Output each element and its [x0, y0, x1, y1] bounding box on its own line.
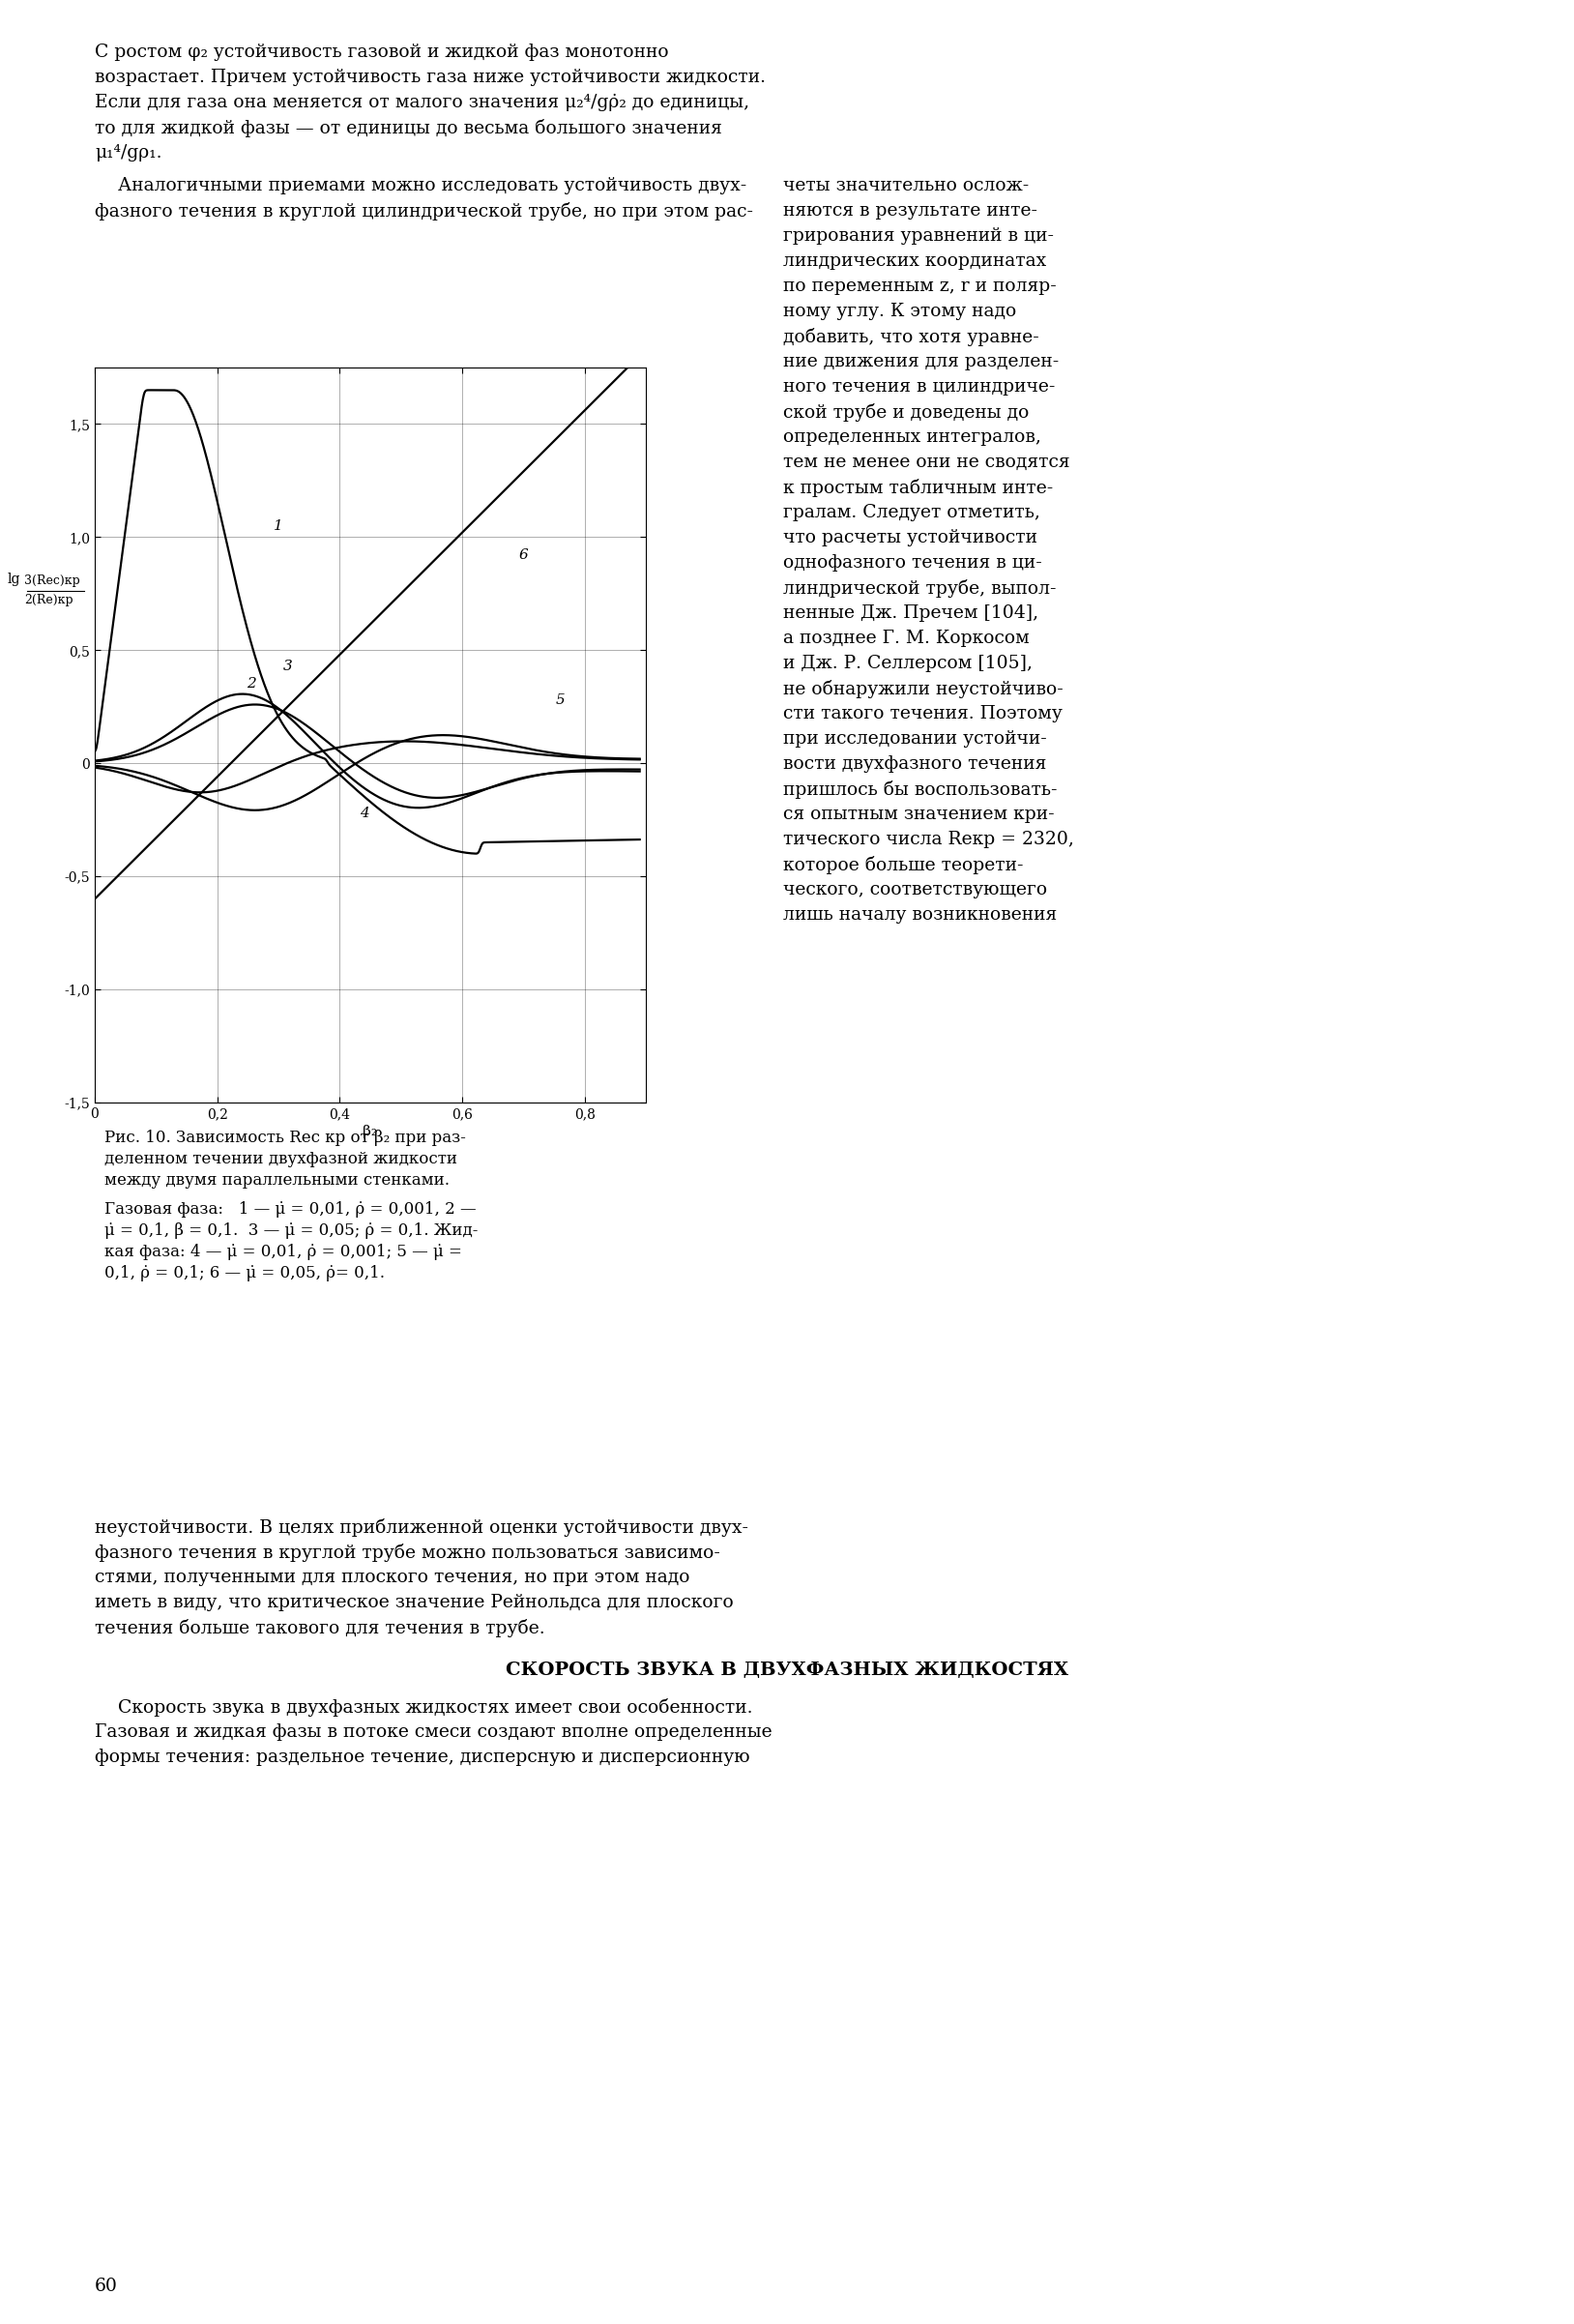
Text: не обнаружили неустойчиво-: не обнаружили неустойчиво-: [784, 681, 1064, 697]
Text: ской трубе и доведены до: ской трубе и доведены до: [784, 404, 1029, 421]
Text: няются в результате инте-: няются в результате инте-: [784, 202, 1037, 218]
Text: μ̇ = 0,1, β = 0,1.  3 — μ̇ = 0,05; ρ̇ = 0,1. Жид-: μ̇ = 0,1, β = 0,1. 3 — μ̇ = 0,05; ρ̇ = 0…: [104, 1222, 478, 1239]
Text: Если для газа она меняется от малого значения μ₂⁴/gρ̇₂ до единицы,: Если для газа она меняется от малого зна…: [94, 93, 749, 112]
Text: ному углу. К этому надо: ному углу. К этому надо: [784, 302, 1017, 321]
Text: С ростом φ₂ устойчивость газовой и жидкой фаз монотонно: С ростом φ₂ устойчивость газовой и жидко…: [94, 44, 669, 60]
Text: 2(Re)кр: 2(Re)кр: [24, 595, 72, 607]
Text: линдрической трубе, выпол-: линдрической трубе, выпол-: [784, 579, 1056, 597]
Text: гралам. Следует отметить,: гралам. Следует отметить,: [784, 504, 1040, 521]
Text: 2: 2: [246, 676, 255, 690]
Text: добавить, что хотя уравне-: добавить, что хотя уравне-: [784, 328, 1039, 346]
Text: 3(Reс)кр: 3(Reс)кр: [24, 574, 80, 588]
Text: и Дж. Р. Селлерсом [105],: и Дж. Р. Селлерсом [105],: [784, 655, 1033, 672]
Text: грирования уравнений в ци-: грирования уравнений в ци-: [784, 228, 1055, 244]
Text: тем не менее они не сводятся: тем не менее они не сводятся: [784, 453, 1070, 472]
Text: Газовая фаза:   1 — μ̇ = 0,01, ρ̇ = 0,001, 2 —: Газовая фаза: 1 — μ̇ = 0,01, ρ̇ = 0,001,…: [104, 1202, 477, 1218]
Text: течения больше такового для течения в трубе.: течения больше такового для течения в тр…: [94, 1620, 545, 1638]
Text: кая фаза: 4 — μ̇ = 0,01, ρ̇ = 0,001; 5 — μ̇ =: кая фаза: 4 — μ̇ = 0,01, ρ̇ = 0,001; 5 —…: [104, 1243, 463, 1260]
Text: что расчеты устойчивости: что расчеты устойчивости: [784, 530, 1037, 546]
Text: 3: 3: [283, 660, 293, 674]
Text: а позднее Г. М. Коркосом: а позднее Г. М. Коркосом: [784, 630, 1029, 646]
Text: тического числа Reкр = 2320,: тического числа Reкр = 2320,: [784, 830, 1073, 848]
Text: к простым табличным инте-: к простым табличным инте-: [784, 479, 1053, 497]
Text: μ₁⁴/gρ₁.: μ₁⁴/gρ₁.: [94, 144, 162, 160]
Text: при исследовании устойчи-: при исследовании устойчи-: [784, 730, 1047, 748]
Text: которое больше теорети-: которое больше теорети-: [784, 855, 1023, 874]
Text: 6: 6: [519, 548, 529, 562]
Text: однофазного течения в ци-: однофазного течения в ци-: [784, 553, 1042, 572]
Text: фазного течения в круглой цилиндрической трубе, но при этом рас-: фазного течения в круглой цилиндрической…: [94, 202, 754, 221]
Text: Рис. 10. Зависимость Reс кр от β₂ при раз-: Рис. 10. Зависимость Reс кр от β₂ при ра…: [104, 1129, 466, 1146]
Text: между двумя параллельными стенками.: между двумя параллельными стенками.: [104, 1171, 450, 1188]
Text: ческого, соответствующего: ческого, соответствующего: [784, 881, 1047, 899]
Text: СКОРОСТЬ ЗВУКА В ДВУХФАЗНЫХ ЖИДКОСТЯХ: СКОРОСТЬ ЗВУКА В ДВУХФАЗНЫХ ЖИДКОСТЯХ: [505, 1662, 1069, 1678]
Text: деленном течении двухфазной жидкости: деленном течении двухфазной жидкости: [104, 1150, 458, 1167]
Text: четы значительно ослож-: четы значительно ослож-: [784, 177, 1029, 195]
Text: 60: 60: [94, 2278, 118, 2296]
Text: ненные Дж. Пречем [104],: ненные Дж. Пречем [104],: [784, 604, 1039, 623]
Text: то для жидкой фазы — от единицы до весьма большого значения: то для жидкой фазы — от единицы до весьм…: [94, 119, 722, 137]
Text: стями, полученными для плоского течения, но при этом надо: стями, полученными для плоского течения,…: [94, 1569, 689, 1585]
Text: линдрических координатах: линдрических координатах: [784, 253, 1047, 270]
Text: лишь началу возникновения: лишь началу возникновения: [784, 906, 1058, 923]
X-axis label: β₂: β₂: [364, 1125, 378, 1139]
Text: иметь в виду, что критическое значение Рейнольдса для плоского: иметь в виду, что критическое значение Р…: [94, 1594, 733, 1611]
Text: ся опытным значением кри-: ся опытным значением кри-: [784, 806, 1055, 823]
Text: ного течения в цилиндриче-: ного течения в цилиндриче-: [784, 379, 1055, 395]
Text: пришлось бы воспользовать-: пришлось бы воспользовать-: [784, 781, 1058, 799]
Text: Газовая и жидкая фазы в потоке смеси создают вполне определенные: Газовая и жидкая фазы в потоке смеси соз…: [94, 1724, 773, 1741]
Text: неустойчивости. В целях приближенной оценки устойчивости двух-: неустойчивости. В целях приближенной оце…: [94, 1518, 748, 1536]
Text: фазного течения в круглой трубе можно пользоваться зависимо-: фазного течения в круглой трубе можно по…: [94, 1543, 721, 1562]
Text: Аналогичными приемами можно исследовать устойчивость двух-: Аналогичными приемами можно исследовать …: [94, 177, 746, 195]
Text: Скорость звука в двухфазных жидкостях имеет свои особенности.: Скорость звука в двухфазных жидкостях им…: [94, 1699, 752, 1717]
Text: 4: 4: [359, 806, 368, 820]
Text: вости двухфазного течения: вости двухфазного течения: [784, 755, 1047, 774]
Text: 0,1, ρ̇ = 0,1; 6 — μ̇ = 0,05, ρ̇= 0,1.: 0,1, ρ̇ = 0,1; 6 — μ̇ = 0,05, ρ̇= 0,1.: [104, 1264, 384, 1281]
Text: 5: 5: [556, 693, 565, 706]
Text: lg: lg: [8, 572, 20, 586]
Text: ние движения для разделен-: ние движения для разделен-: [784, 353, 1059, 370]
Text: по переменным z, r и поляр-: по переменным z, r и поляр-: [784, 277, 1056, 295]
Text: формы течения: раздельное течение, дисперсную и дисперсионную: формы течения: раздельное течение, диспе…: [94, 1748, 749, 1766]
Text: определенных интегралов,: определенных интегралов,: [784, 428, 1040, 446]
Text: 1: 1: [274, 518, 283, 532]
Text: возрастает. Причем устойчивость газа ниже устойчивости жидкости.: возрастает. Причем устойчивость газа ниж…: [94, 70, 765, 86]
Text: сти такого течения. Поэтому: сти такого течения. Поэтому: [784, 704, 1062, 723]
